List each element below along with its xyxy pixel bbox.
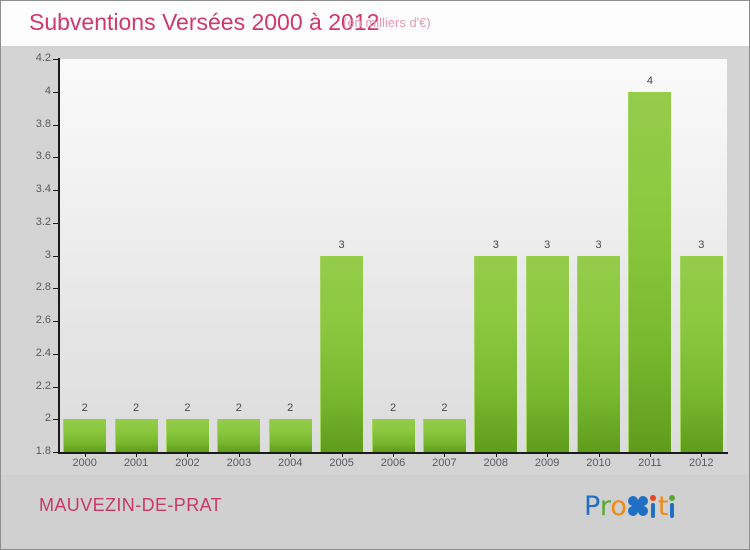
y-axis-tick: [53, 255, 59, 257]
bar[interactable]: [525, 255, 569, 452]
x-axis-tick: [238, 452, 240, 457]
logo-letter-p-0: P: [584, 491, 600, 522]
bar-value-label: 3: [492, 238, 499, 251]
y-axis-tick: [53, 452, 59, 453]
bar[interactable]: [679, 255, 723, 452]
bar[interactable]: [577, 255, 621, 452]
logo-letter-r-1: r: [599, 491, 611, 522]
x-axis-tick: [649, 452, 651, 457]
bar[interactable]: [628, 91, 672, 452]
bar[interactable]: [114, 419, 158, 452]
x-axis-label: 2004: [277, 457, 303, 469]
x-axis-label: 2003: [226, 457, 252, 469]
y-axis-label: 2.2: [35, 379, 51, 392]
x-axis-label: 2006: [380, 457, 406, 469]
page-title: Subventions Versées 2000 à 2012: [29, 9, 380, 35]
bar-value-label: 2: [184, 402, 191, 415]
x-axis-tick: [341, 452, 343, 457]
bar-value-label: 3: [698, 238, 705, 251]
x-axis-label: 2008: [483, 457, 508, 469]
y-axis-label: 2.6: [35, 314, 51, 326]
bar[interactable]: [371, 419, 415, 452]
x-axis-label: 2000: [72, 457, 97, 469]
x-axis-tick: [444, 452, 446, 457]
logo-letter-o-2: o: [610, 491, 627, 522]
x-axis-tick: [495, 452, 497, 457]
y-axis-label: 4: [44, 84, 51, 97]
x-axis-label: 2009: [534, 457, 560, 469]
commune-name: MAUVEZIN-DE-PRAT: [39, 495, 223, 515]
bar-value-label: 2: [81, 402, 88, 415]
bar-value-label: 2: [235, 402, 242, 415]
bar[interactable]: [217, 419, 261, 452]
x-axis-tick: [701, 452, 703, 457]
bar[interactable]: [320, 255, 364, 452]
y-axis-label: 2.4: [35, 346, 51, 359]
y-axis-tick: [53, 321, 59, 322]
y-axis-tick: [53, 91, 59, 93]
y-axis-tick: [53, 190, 59, 191]
bar-value-label: 3: [544, 238, 551, 251]
y-axis-tick: [53, 419, 59, 421]
y-axis-tick: [53, 288, 59, 290]
bar-value-label: 3: [595, 238, 602, 251]
y-axis-tick: [53, 124, 59, 126]
proxiti-logo[interactable]: Pro t: [584, 491, 677, 523]
x-axis-label: 2001: [123, 457, 149, 469]
y-axis-tick: [53, 59, 59, 60]
logo-i-glyph-icon: [649, 493, 658, 519]
x-axis-tick: [598, 452, 600, 457]
x-axis-tick: [136, 452, 138, 457]
logo-letter-t-5: t: [657, 491, 669, 522]
x-axis-tick: [393, 452, 394, 457]
y-axis-label: 1.8: [35, 445, 51, 457]
bar[interactable]: [268, 419, 312, 452]
y-axis-label: 2: [44, 412, 51, 425]
bar[interactable]: [165, 419, 209, 452]
x-axis-label: 2007: [432, 457, 457, 469]
x-axis-tick: [187, 452, 189, 457]
x-axis-tick: [290, 452, 292, 457]
x-axis-tick: [84, 452, 86, 457]
y-axis-tick: [53, 157, 59, 159]
y-axis-label: 3.8: [35, 117, 51, 130]
logo-x-glyph-icon: [627, 493, 649, 519]
bar-value-label: 2: [133, 402, 140, 415]
y-axis-label: 3: [44, 248, 51, 261]
x-axis-label: 2002: [175, 457, 200, 469]
x-axis-label: 2005: [329, 457, 354, 469]
bar-value-label: 2: [441, 402, 448, 415]
bar[interactable]: [422, 419, 466, 452]
y-axis-label: 2.8: [35, 281, 51, 294]
y-axis-label: 4.2: [35, 52, 51, 64]
y-axis-label: 3.4: [35, 183, 51, 195]
y-axis-label: 3.2: [35, 215, 51, 228]
footer-band: [1, 475, 749, 549]
y-axis-label: 3.6: [35, 150, 51, 163]
bar-value-label: 2: [287, 402, 294, 415]
x-axis-label: 2012: [689, 457, 714, 469]
y-axis-tick: [53, 353, 59, 355]
y-axis-tick: [53, 222, 59, 224]
x-axis-tick: [547, 452, 549, 457]
y-axis-tick: [53, 386, 59, 388]
bar[interactable]: [63, 419, 107, 452]
x-axis-label: 2011: [638, 457, 662, 469]
bar-value-label: 2: [389, 402, 397, 415]
bar-value-label: 3: [338, 238, 345, 251]
plot-area: [59, 59, 727, 452]
logo-i-glyph-icon: [668, 493, 677, 519]
bar-value-label: 4: [646, 74, 653, 87]
chart-subtitle: (en milliers d'€): [343, 15, 431, 30]
header-band: [1, 1, 749, 46]
y-axis-line: [58, 58, 60, 453]
bar[interactable]: [474, 255, 518, 452]
x-axis-label: 2010: [586, 457, 611, 469]
